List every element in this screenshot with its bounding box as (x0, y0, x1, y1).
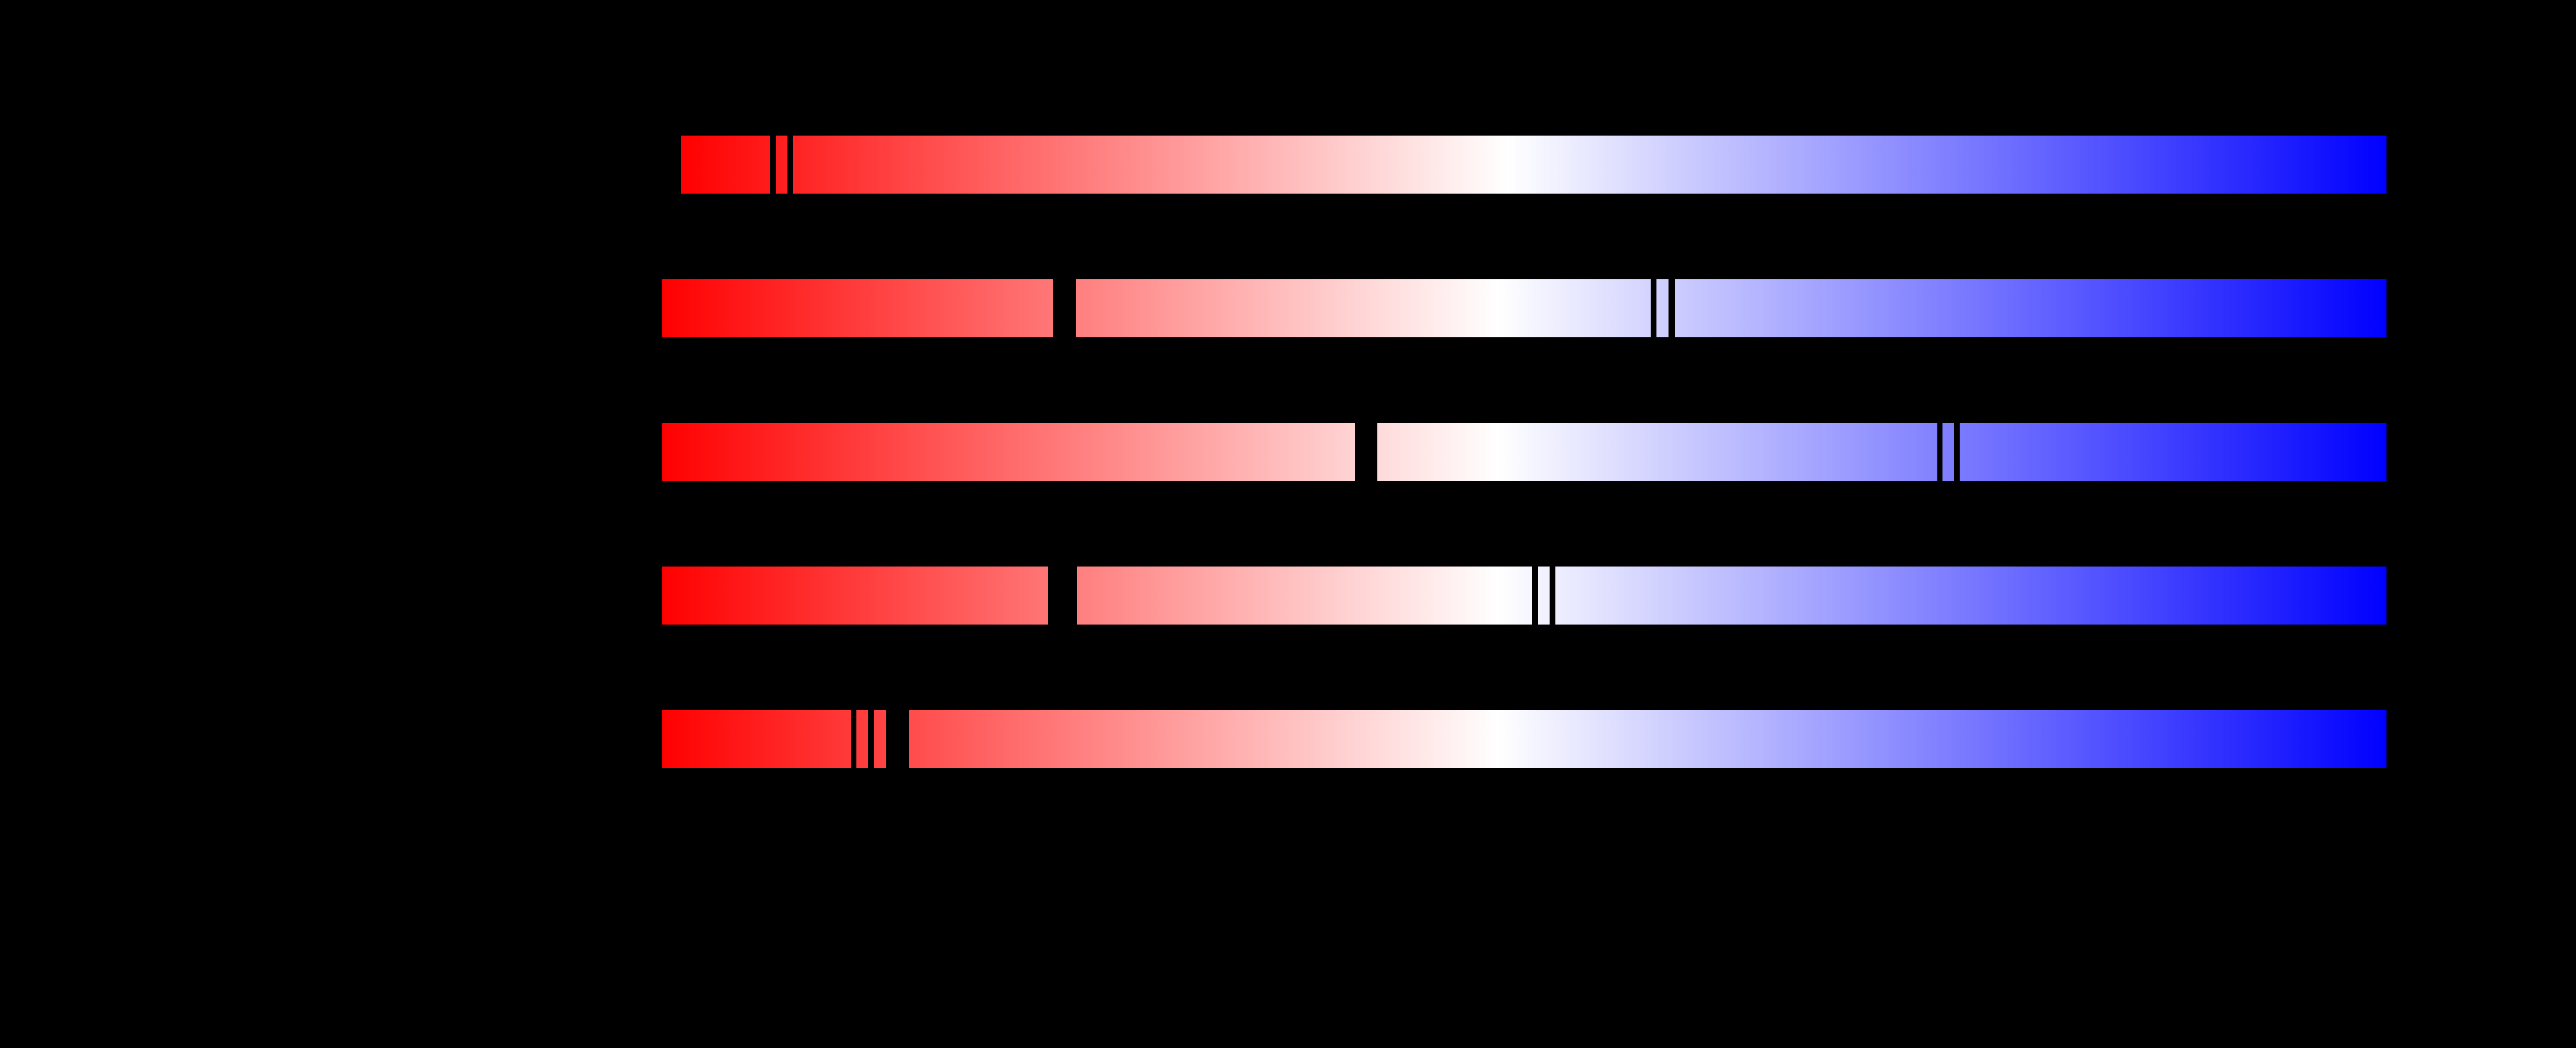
tick-marker (1651, 279, 1656, 337)
tick-marker (868, 710, 874, 768)
gradient-bar-row-2 (662, 279, 2386, 337)
bar-segment-gap (1355, 423, 1377, 481)
tick-marker (1954, 423, 1960, 481)
bar-segment-gap (1053, 279, 1076, 337)
tick-marker (1550, 567, 1555, 625)
gradient-bar-row-5 (662, 710, 2386, 768)
gradient-bar-row-1 (681, 136, 2386, 194)
gradient-bar-row-3 (662, 423, 2386, 481)
bar-segment-gap (886, 710, 909, 768)
tick-marker (787, 136, 793, 194)
tick-marker (770, 136, 776, 194)
tick-marker (851, 710, 856, 768)
tick-marker (1669, 279, 1675, 337)
bar-segment-gap (1048, 567, 1077, 625)
tick-marker (1937, 423, 1942, 481)
tick-marker (1532, 567, 1538, 625)
gradient-bar-row-4 (662, 567, 2386, 625)
